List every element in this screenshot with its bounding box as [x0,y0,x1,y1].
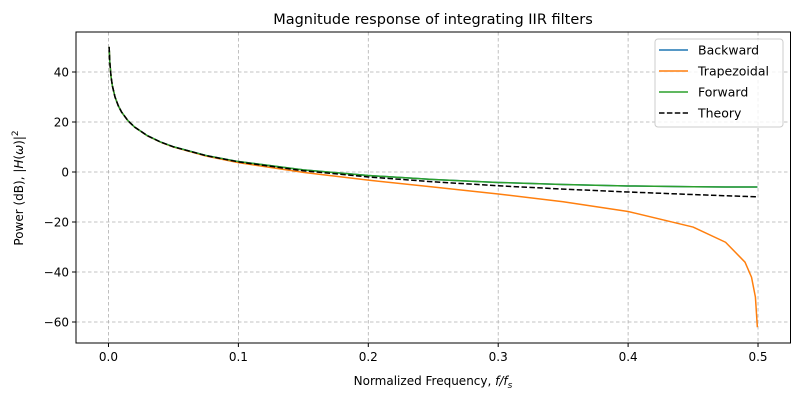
legend-label: Backward [698,43,759,58]
x-tick-label: 0.5 [748,350,767,364]
x-tick-label: 0.0 [99,350,118,364]
x-tick-label: 0.3 [489,350,508,364]
y-tick-label: −20 [44,216,69,230]
ticks: 0.0 0.1 0.2 0.3 0.4 0.5 40 20 0 −20 −40 −60 [44,66,768,365]
legend-label: Forward [698,85,748,100]
x-tick-label: 0.1 [229,350,248,364]
legend-box [654,38,784,128]
chart-title: Magnitude response of integrating IIR fi… [273,12,593,28]
y-tick-label: 20 [54,116,69,130]
x-tick-label: 0.2 [359,350,378,364]
x-tick-label: 0.4 [619,350,638,364]
y-tick-label: −60 [44,316,69,330]
series-lines [108,46,759,328]
series-line-theory [108,46,758,198]
y-axis-label: Power (dB), |H(ω)|2 [11,130,26,245]
legend-label: Trapezoidal [697,64,769,79]
x-axis-label: Normalized Frequency, f/fs [354,374,513,391]
plot-frame [75,31,791,344]
legend-label: Theory [697,106,742,121]
y-tick-label: −40 [44,266,69,280]
y-tick-label: 0 [61,166,69,180]
legend: Backward Trapezoidal Forward Theory [654,38,784,128]
y-tick-label: 40 [54,66,69,80]
